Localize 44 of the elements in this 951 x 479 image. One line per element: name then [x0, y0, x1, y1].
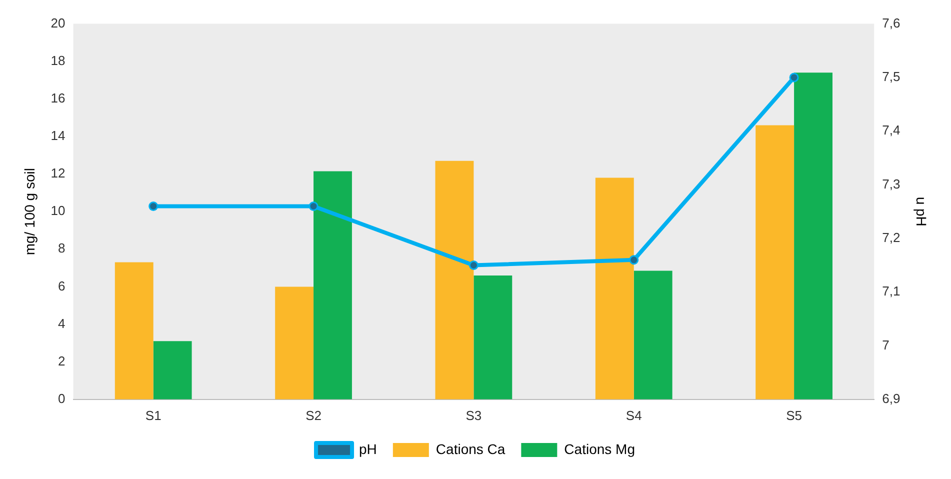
bar: [275, 286, 314, 400]
x-tick-label: S1: [145, 408, 162, 423]
y-tick-label: 20: [50, 15, 66, 30]
y-tick-label: 14: [50, 128, 66, 144]
point: [468, 260, 478, 270]
bar: [794, 72, 832, 400]
bar: [114, 262, 154, 400]
y2-tick-label: 7,3: [882, 176, 900, 192]
bar: [595, 178, 634, 400]
y-tick-label: 0: [58, 390, 66, 406]
y2-tick-label: 7,1: [882, 284, 900, 299]
y2-tick-label: 7,5: [882, 69, 900, 84]
bar: [435, 160, 474, 400]
bar: [474, 275, 512, 400]
y2-axis-title: u pH: [914, 196, 930, 226]
y2-tick-label: 7,4: [882, 122, 900, 138]
y-tick-label: 16: [50, 90, 66, 106]
y-tick-label: 2: [58, 353, 66, 368]
x-tick-label: S4: [626, 408, 642, 423]
y-tick-label: 10: [50, 203, 66, 218]
y-axis-title: mg/ 100 g soil: [21, 168, 38, 256]
point: [629, 255, 639, 265]
y2-tick-label: 6,9: [882, 390, 900, 406]
x-tick-label: S2: [306, 408, 322, 423]
y2-tick-label: 7,6: [882, 15, 900, 30]
y-tick-label: 4: [58, 316, 66, 331]
legend-label: Cations Mg: [564, 440, 635, 457]
x-tick-label: S3: [466, 408, 482, 423]
legend-label: Cations Ca: [436, 440, 506, 457]
y-tick-label: 8: [58, 240, 66, 256]
y2-tick-label: 7,2: [882, 230, 900, 246]
legend-label: pH: [359, 440, 377, 457]
bar: [634, 270, 672, 400]
bar: [756, 125, 794, 400]
point: [789, 72, 799, 82]
point: [308, 201, 318, 211]
point: [148, 201, 158, 211]
y-tick-label: 6: [58, 278, 66, 294]
bar: [314, 171, 352, 400]
y-tick-label: 18: [50, 52, 66, 68]
x-tick-label: S5: [786, 408, 802, 423]
y-tick-label: 12: [50, 166, 66, 181]
y2-tick-label: 7: [882, 337, 890, 352]
bar: [153, 341, 192, 400]
